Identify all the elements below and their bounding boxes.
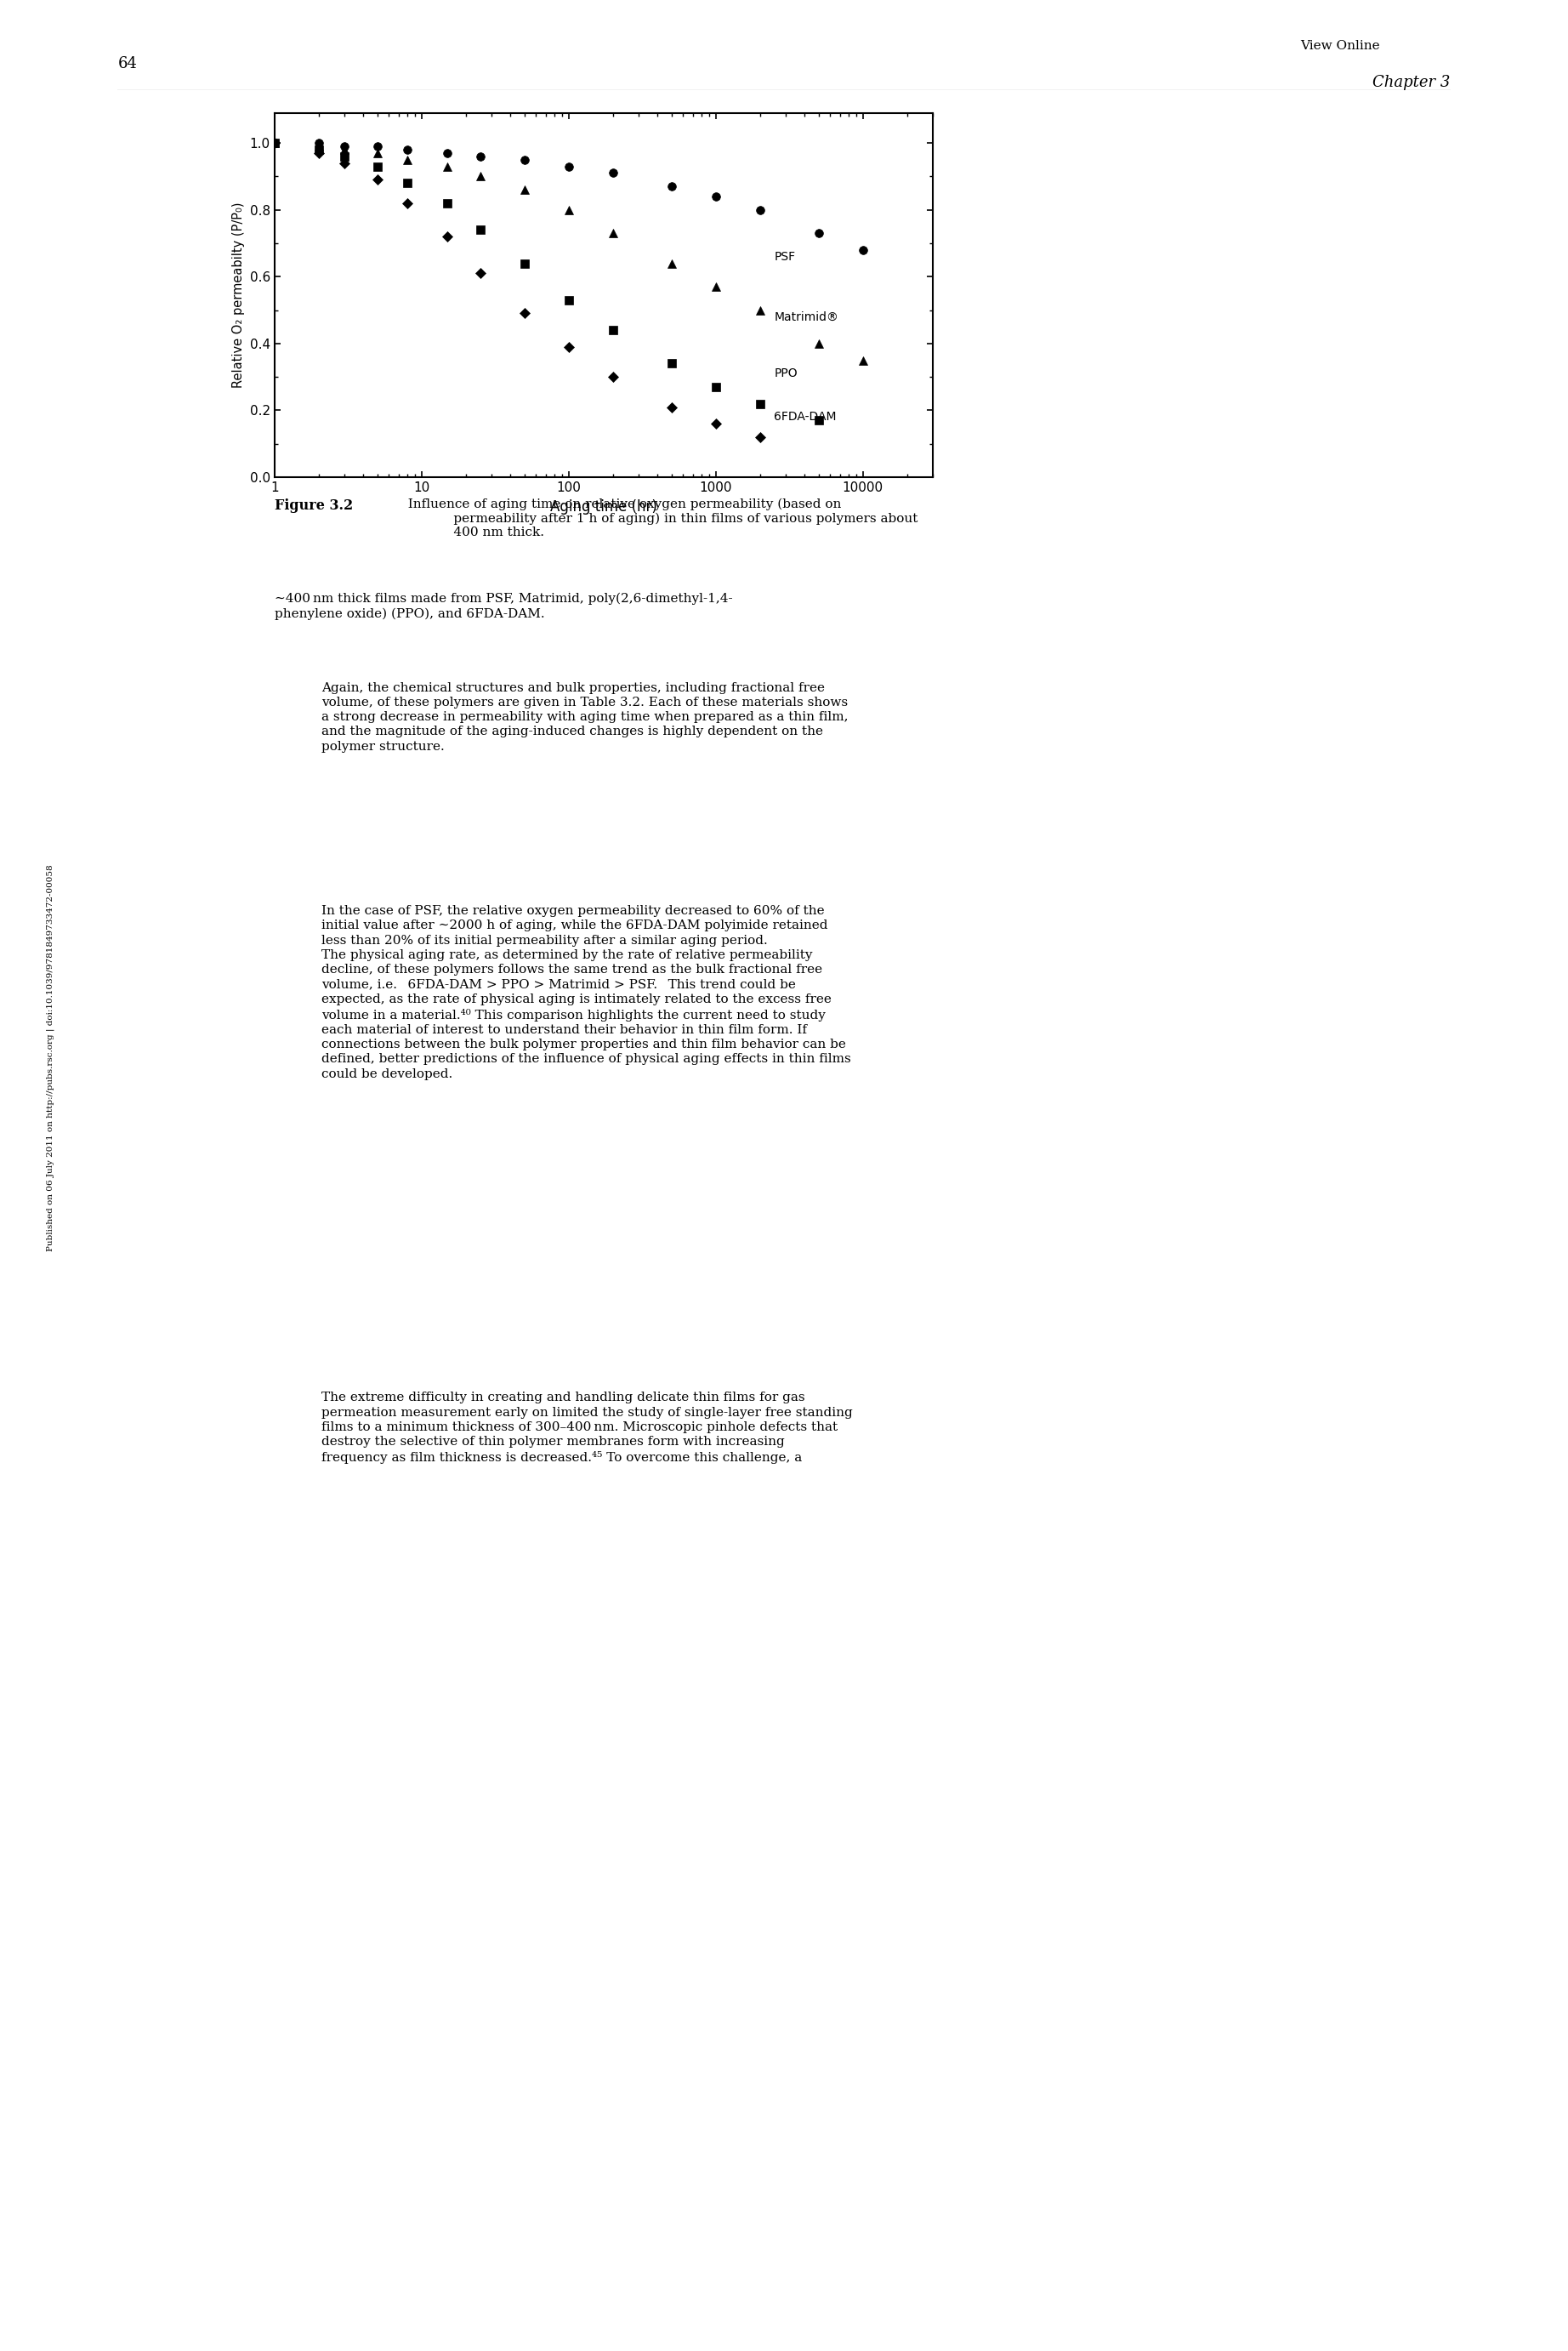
Text: View Online: View Online <box>1300 40 1380 52</box>
X-axis label: Aging time (hr): Aging time (hr) <box>550 498 657 515</box>
Text: PSF: PSF <box>775 252 795 263</box>
Text: 64: 64 <box>118 56 136 73</box>
Text: The extreme difficulty in creating and handling delicate thin films for gas
perm: The extreme difficulty in creating and h… <box>321 1392 853 1465</box>
Text: Published on 06 July 2011 on http://pubs.rsc.org | doi:10.1039/9781849733472-000: Published on 06 July 2011 on http://pubs… <box>45 865 55 1251</box>
Text: Chapter 3: Chapter 3 <box>1372 75 1450 92</box>
Text: Again, the chemical structures and bulk properties, including fractional free
vo: Again, the chemical structures and bulk … <box>321 682 848 752</box>
Text: ∼400 nm thick films made from PSF, Matrimid, poly(2,6-dimethyl-1,4-
phenylene ox: ∼400 nm thick films made from PSF, Matri… <box>274 592 732 621</box>
Text: PPO: PPO <box>775 367 798 379</box>
Y-axis label: Relative O₂ permeabilty (P/P₀): Relative O₂ permeabilty (P/P₀) <box>232 202 245 388</box>
Text: In the case of PSF, the relative oxygen permeability decreased to 60% of the
ini: In the case of PSF, the relative oxygen … <box>321 905 851 1079</box>
Text: Figure 3.2: Figure 3.2 <box>274 498 353 513</box>
Text: Influence of aging time on relative oxygen permeability (based on
             p: Influence of aging time on relative oxyg… <box>400 498 917 538</box>
Text: 6FDA-DAM: 6FDA-DAM <box>775 411 837 423</box>
Text: Matrimid®: Matrimid® <box>775 310 839 322</box>
